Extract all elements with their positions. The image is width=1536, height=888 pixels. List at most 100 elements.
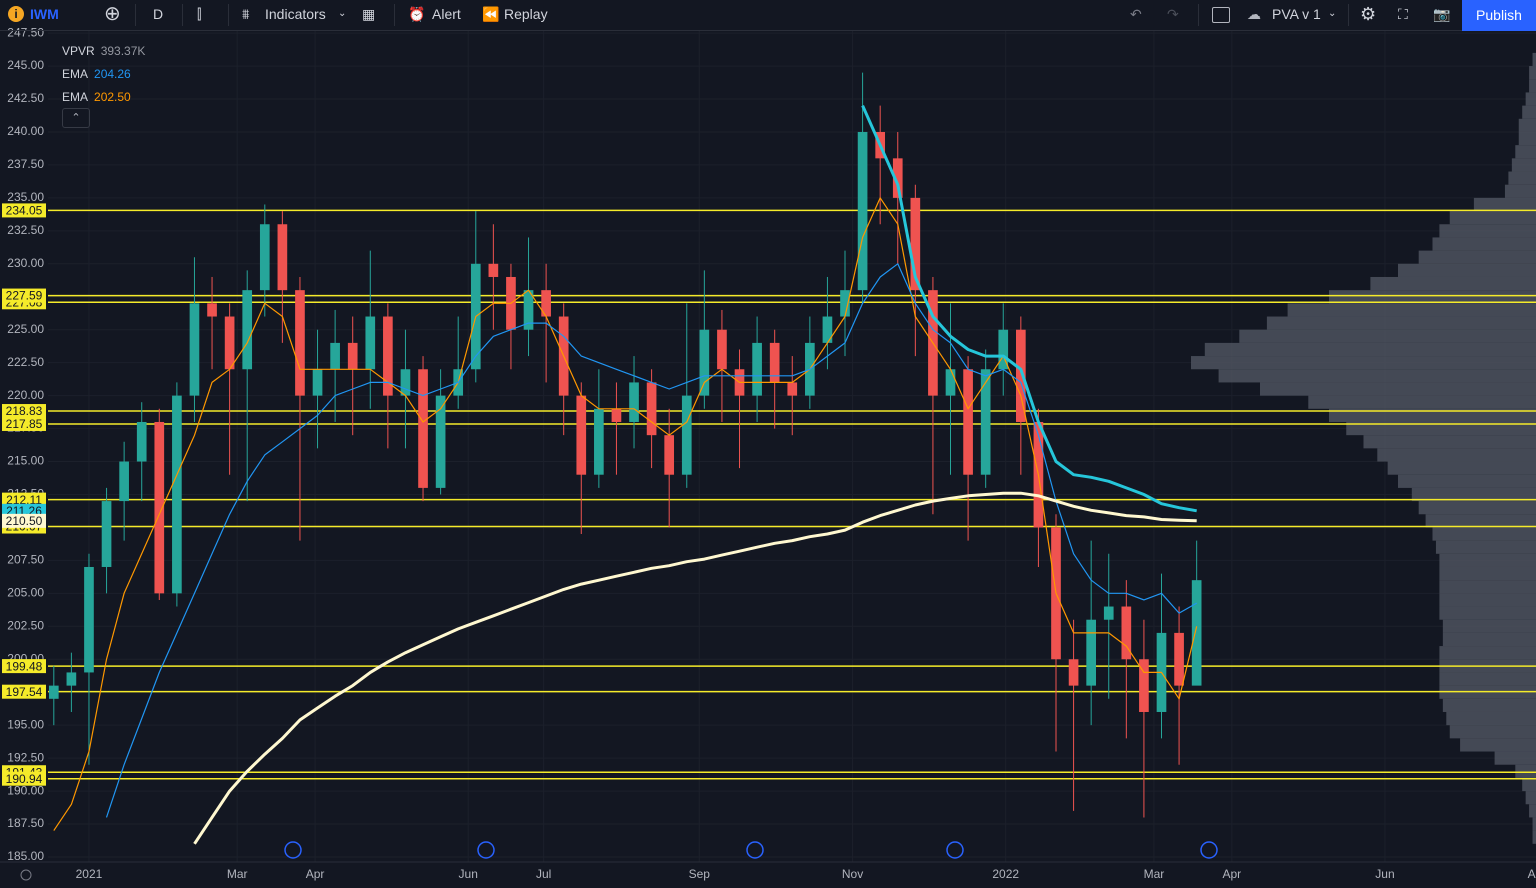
y-tick-label: 195.00 (7, 717, 44, 731)
dividend-marker[interactable] (284, 841, 302, 859)
candle-body (594, 408, 604, 475)
chart-type[interactable]: ⫿ (197, 6, 202, 22)
level-badge (2, 771, 46, 786)
candle-body (330, 342, 340, 370)
x-tick-label: 2022 (992, 867, 1019, 881)
dividend-markers (284, 841, 1218, 859)
y-tick-label: 192.50 (7, 750, 44, 764)
fullscreen[interactable]: ⛶ (1398, 6, 1408, 22)
alert[interactable]: Alert (432, 6, 461, 22)
profile-bar (1449, 211, 1536, 225)
candle-body (66, 672, 77, 686)
candle-body (400, 369, 411, 396)
redo[interactable]: ↷ (1167, 6, 1179, 22)
indicator-line (193, 491, 1197, 845)
candle-body (1016, 329, 1026, 422)
profile-bar (1508, 171, 1536, 185)
profile-bar (1439, 672, 1536, 686)
legend: VPVR 393.37K EMA 204.26 EMA 202.50 (62, 40, 145, 109)
separator (394, 4, 395, 26)
dropdown[interactable]: ⌄ (1328, 8, 1337, 19)
profile-bar (1346, 421, 1536, 436)
candle-body (84, 566, 94, 673)
profile-bar (1532, 830, 1536, 844)
settings-icon[interactable] (20, 869, 32, 881)
profile-bar (1308, 395, 1536, 409)
y-tick-label: 232.50 (7, 223, 44, 237)
candle-body (435, 395, 446, 488)
x-tick-label: Apr (1222, 867, 1241, 881)
candle-body (224, 316, 235, 370)
toolbar: i IWM ⊕ D ⫿ ⩩ Indicators ⌄ ▦ ⏰ Alert ⏪ R… (0, 0, 1536, 31)
profile-bar (1494, 751, 1536, 765)
profile-bar (1460, 738, 1536, 752)
replay-icon: ⏪ (482, 6, 500, 22)
level-badge (2, 203, 46, 218)
y-tick-label: 215.00 (7, 454, 44, 468)
snapshot[interactable]: 📷 (1433, 6, 1451, 22)
indicator-line (53, 197, 1198, 831)
candle-body (488, 263, 499, 277)
layout-icon[interactable] (1212, 7, 1230, 23)
y-tick-label: 225.00 (7, 322, 44, 336)
y-tick-label: 235.00 (7, 190, 44, 204)
profile-bar (1525, 791, 1536, 805)
level-label: 217.85 (6, 417, 43, 431)
level-badge (2, 684, 46, 699)
profile-bar (1446, 711, 1536, 726)
templates[interactable]: ▦ (362, 6, 376, 22)
x-tick-label: Mar (227, 867, 248, 881)
separator (135, 4, 136, 26)
candle-body (154, 421, 165, 594)
dividend-marker[interactable] (746, 841, 764, 859)
profile-bar (1439, 646, 1536, 660)
profile-bar (1532, 817, 1536, 831)
profile-bar (1266, 316, 1536, 330)
replay[interactable]: Replay (504, 6, 548, 22)
candle-body (1191, 580, 1202, 686)
profile-bar (1511, 158, 1536, 172)
dividend-marker[interactable] (477, 841, 495, 859)
dropdown[interactable]: ⌄ (338, 8, 347, 19)
dividend-marker[interactable] (946, 841, 964, 859)
candle-body (787, 382, 798, 396)
level-label: 218.83 (6, 404, 43, 418)
candle-body (629, 382, 639, 422)
grid (48, 31, 1536, 862)
undo[interactable]: ↶ (1130, 6, 1142, 22)
y-tick-label: 230.00 (7, 256, 44, 270)
add-symbol[interactable]: ⊕ (104, 3, 121, 25)
indicators[interactable]: Indicators (265, 6, 326, 22)
layout-name[interactable]: PVA v 1 (1272, 6, 1321, 22)
level-badge (2, 659, 46, 674)
legend-row: EMA 202.50 (62, 86, 145, 109)
profile-bar (1439, 580, 1536, 594)
legend-value: 204.26 (94, 67, 131, 81)
y-tick-label: 202.50 (7, 618, 44, 632)
candle-body (119, 461, 129, 502)
profile-bar (1504, 184, 1536, 198)
candle-body (998, 329, 1009, 370)
interval[interactable]: D (153, 6, 164, 22)
collapse-legend[interactable]: ⌃ (62, 108, 90, 128)
x-tick-label: Nov (842, 867, 863, 881)
dividend-marker[interactable] (1200, 841, 1218, 859)
level-badge (2, 492, 46, 507)
candle-body (1121, 606, 1132, 660)
profile-bar (1442, 632, 1536, 647)
candle-body (277, 224, 288, 291)
candle-body (383, 316, 393, 396)
publish-button[interactable]: Publish (1462, 0, 1536, 31)
price-badge (2, 513, 46, 528)
profile-bar (1377, 448, 1536, 462)
settings[interactable]: ⚙ (1360, 4, 1377, 24)
x-tick-label: Mar (1144, 867, 1165, 881)
info-icon[interactable]: i (8, 6, 24, 22)
symbol[interactable]: IWM (30, 6, 59, 22)
candle-body (1139, 659, 1149, 712)
profile-bar (1432, 527, 1536, 541)
indicators-icon: ⩩ (242, 6, 250, 22)
profile-bar (1418, 250, 1536, 264)
candle-body (242, 290, 253, 370)
